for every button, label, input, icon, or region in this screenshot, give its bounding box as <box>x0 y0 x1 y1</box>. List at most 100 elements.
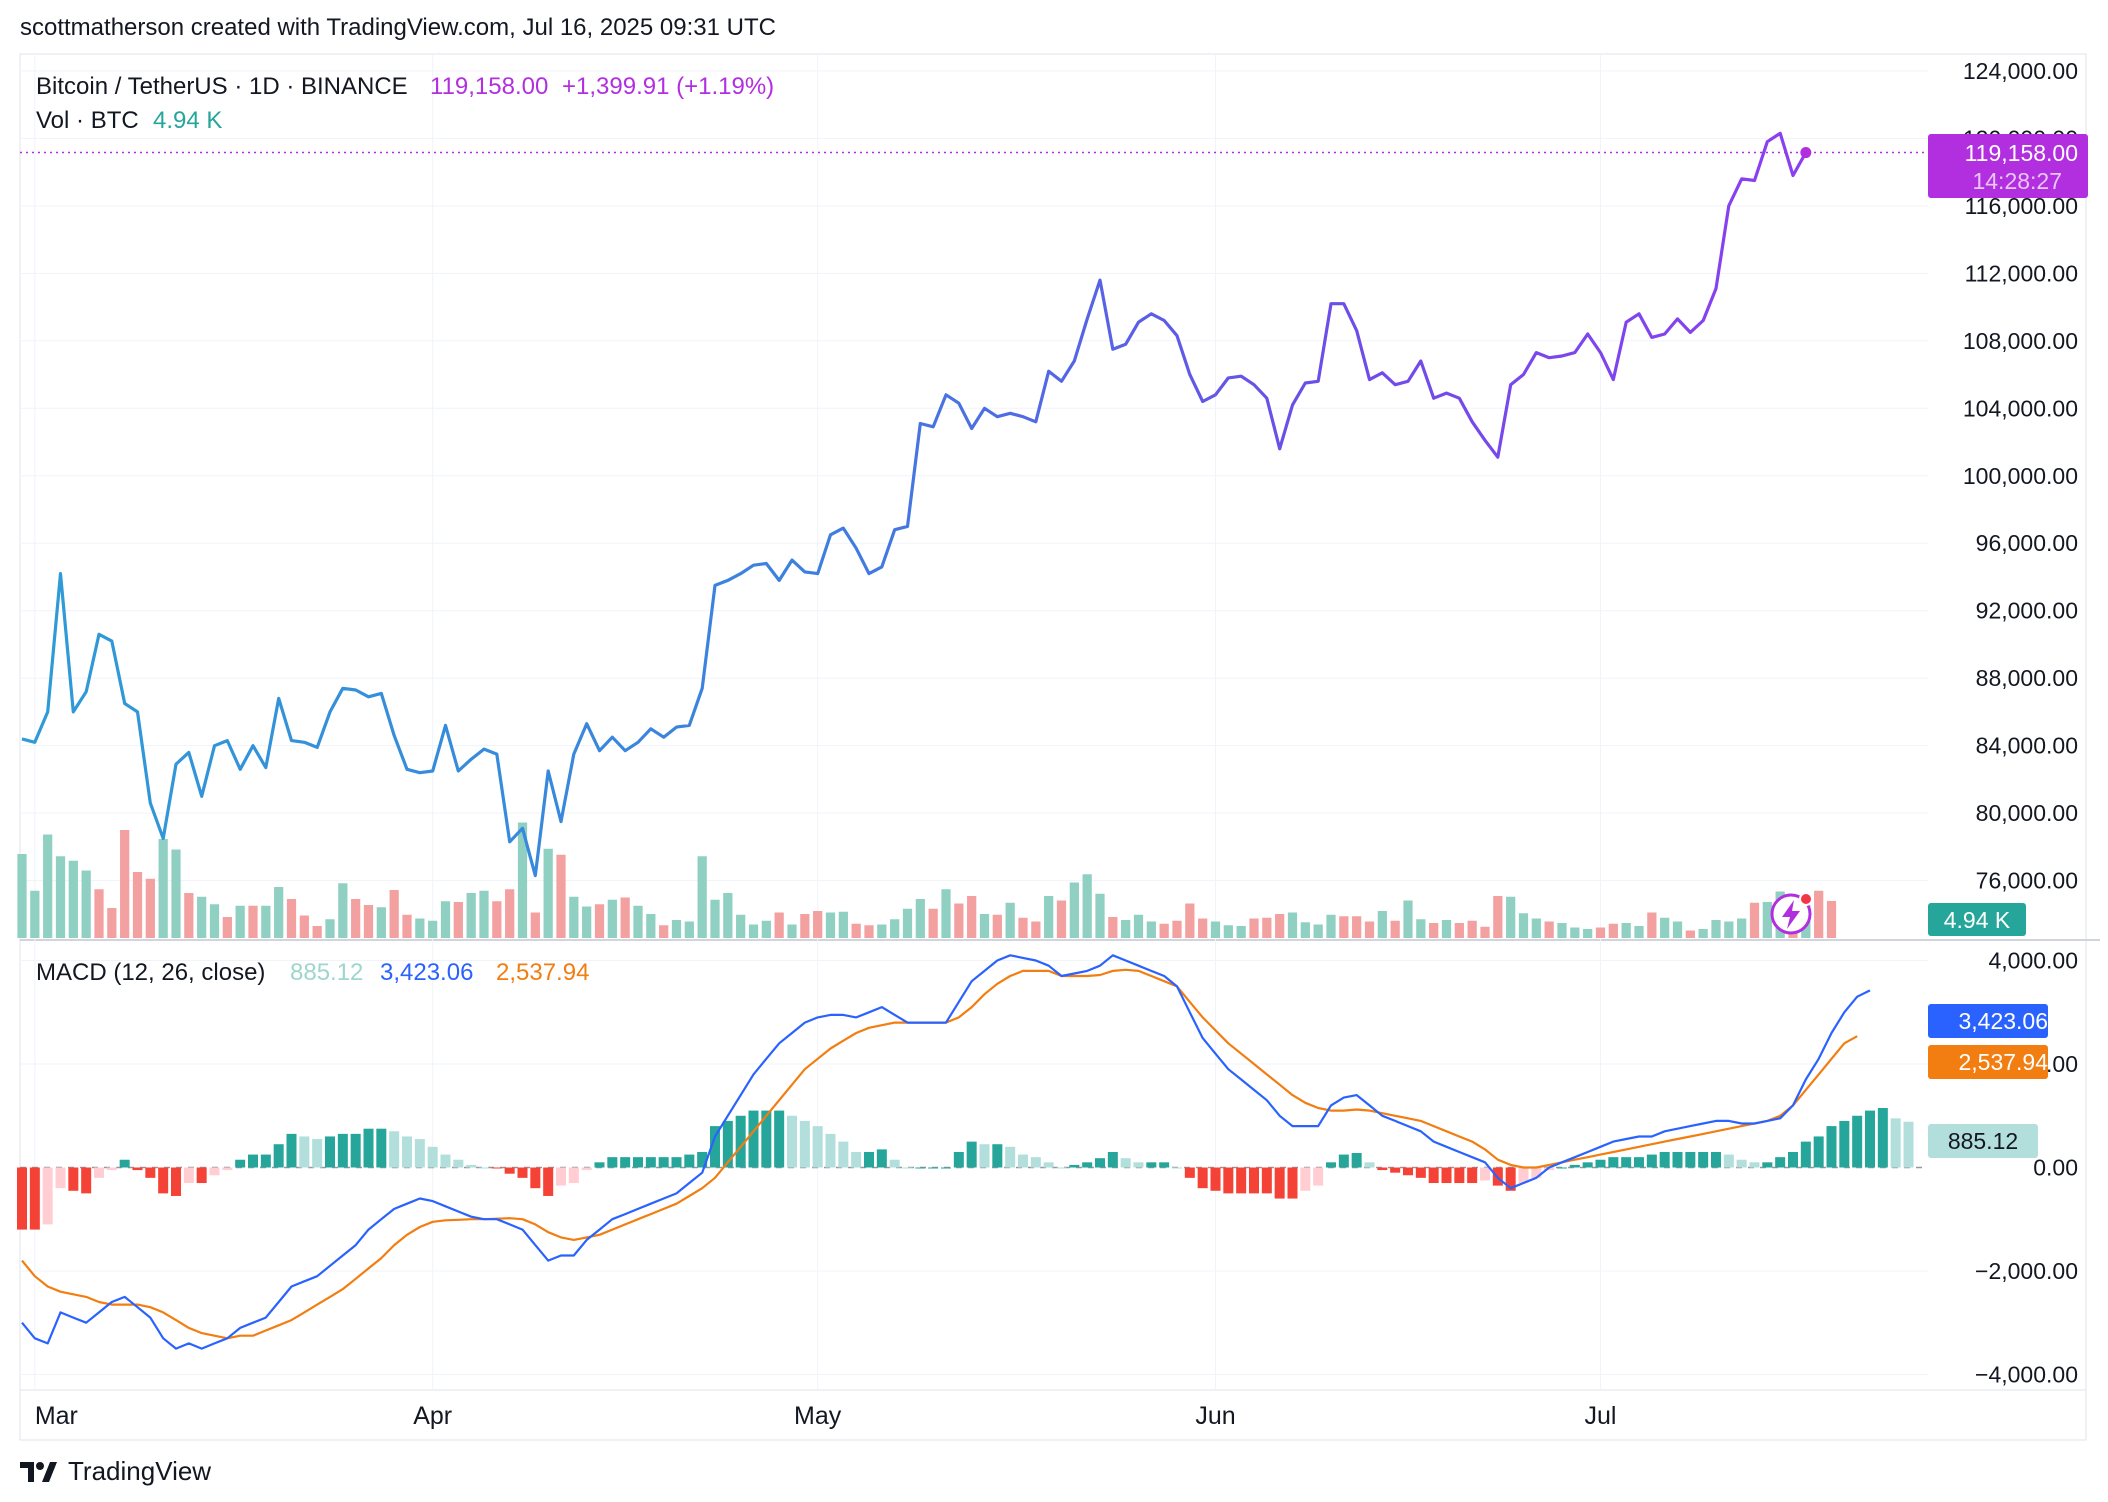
macd-histogram-bar <box>684 1154 695 1168</box>
price-tick-label: 76,000.00 <box>1976 868 2078 894</box>
time-tick-label: Jun <box>1195 1402 1235 1430</box>
macd-histogram-bar <box>427 1146 438 1168</box>
legend-symbol[interactable]: Bitcoin / TetherUS · 1D · BINANCE <box>36 73 408 100</box>
volume-bar <box>1159 923 1169 938</box>
volume-bar <box>659 925 669 938</box>
volume-bar <box>1506 896 1516 938</box>
legend-volume-label[interactable]: Vol · BTC <box>36 107 139 134</box>
volume-bars <box>17 822 1837 938</box>
macd-legend[interactable]: MACD (12, 26, close) 885.12 3,423.06 2,5… <box>36 959 589 986</box>
volume-bar <box>235 905 245 938</box>
price-tick-label: 124,000.00 <box>1963 58 2078 84</box>
volume-bar <box>1634 926 1644 938</box>
volume-bar <box>1711 920 1721 938</box>
volume-bar <box>505 889 515 938</box>
volume-bar <box>1518 913 1529 938</box>
lightning-icon[interactable] <box>1770 892 1813 935</box>
price-tick-label: 112,000.00 <box>1965 260 2078 286</box>
macd-histogram-bar <box>491 1167 502 1169</box>
volume-bar <box>992 914 1002 938</box>
macd-histogram-bar <box>1787 1151 1799 1168</box>
macd-histogram-bar <box>1633 1157 1645 1168</box>
volume-bar <box>274 887 284 938</box>
legend-volume-value: 4.94 K <box>153 107 222 134</box>
macd-histogram-bar <box>748 1110 759 1168</box>
macd-histogram-bar <box>992 1144 1003 1168</box>
macd-histogram-bar <box>979 1144 990 1168</box>
time-tick-label: Jul <box>1585 1402 1617 1430</box>
macd-histogram-bar <box>1877 1107 1888 1168</box>
volume-bar <box>530 912 540 938</box>
macd-histogram-bar <box>1864 1110 1876 1168</box>
legend-macd-label[interactable]: MACD (12, 26, close) <box>36 959 265 986</box>
tradingview-logo[interactable]: TradingView <box>20 1456 211 1487</box>
volume-bar <box>569 896 579 938</box>
macd-histogram-bar <box>568 1167 579 1184</box>
volume-bar <box>1441 920 1452 938</box>
macd-histogram-bar <box>607 1157 618 1168</box>
macd-histogram-bar <box>1621 1157 1632 1168</box>
volume-bar <box>1031 921 1041 938</box>
legend-change: +1,399.91 (+1.19%) <box>562 73 774 100</box>
volume-bar <box>800 914 810 938</box>
macd-histogram-bar <box>543 1167 554 1196</box>
macd-histogram-bar <box>1608 1157 1619 1168</box>
volume-bar <box>1044 896 1054 938</box>
macd-histogram-bar <box>1236 1167 1247 1194</box>
volume-bar <box>1544 921 1554 938</box>
macd-histogram-bar <box>1107 1151 1118 1168</box>
macd-histogram-bar <box>286 1133 297 1168</box>
macd-histogram-bar <box>851 1151 862 1168</box>
volume-bar <box>248 905 258 938</box>
macd-histogram-bar <box>1197 1167 1208 1189</box>
macd-histogram-bar <box>1030 1157 1041 1168</box>
macd-histogram-bar <box>838 1141 849 1168</box>
macd-histogram-bar <box>106 1167 117 1171</box>
macd-histogram-bar <box>93 1167 105 1178</box>
time-tick-label: May <box>794 1402 842 1430</box>
price-legend[interactable]: Bitcoin / TetherUS · 1D · BINANCE 119,15… <box>36 73 774 134</box>
volume-bar <box>556 854 566 938</box>
legend-macd-signal: 2,537.94 <box>496 959 589 986</box>
macd-histogram-bar <box>1248 1167 1260 1194</box>
volume-bar <box>1454 923 1464 938</box>
macd-histogram-bar <box>735 1115 746 1168</box>
macd-histogram-bar <box>312 1139 323 1168</box>
volume-bar <box>184 893 194 938</box>
volume-bar <box>1621 923 1631 938</box>
macd-histogram-bar <box>363 1128 374 1168</box>
volume-bar <box>928 908 938 938</box>
volume-bar <box>813 911 823 938</box>
volume-bar <box>1326 914 1336 938</box>
macd-histogram-bar <box>1659 1151 1670 1168</box>
macd-histogram-bar <box>1890 1118 1901 1168</box>
macd-histogram-bar <box>966 1141 977 1168</box>
macd-histogram-bar <box>517 1167 528 1178</box>
price-badge-countdown: 14:28:27 <box>1972 168 2062 194</box>
macd-histogram-bar <box>504 1167 515 1174</box>
macd-histogram-bar <box>132 1167 143 1171</box>
volume-bar <box>979 914 990 938</box>
time-axis[interactable]: Mar Apr May Jun Jul <box>35 1402 1617 1430</box>
macd-hist-badge: 885.12 <box>1928 1124 2038 1158</box>
volume-bar <box>1480 926 1490 938</box>
volume-bar <box>723 893 733 938</box>
macd-histogram-bar <box>1531 1167 1542 1178</box>
macd-histogram-bar <box>1826 1126 1837 1168</box>
macd-histogram-bar <box>414 1139 425 1168</box>
macd-histogram-bar <box>55 1167 66 1189</box>
volume-bar <box>1762 902 1772 938</box>
volume-bar <box>1531 918 1541 938</box>
macd-histogram-bar <box>16 1167 28 1230</box>
volume-bar <box>81 870 91 938</box>
volume-bar <box>1210 921 1221 938</box>
macd-histogram-bar <box>1467 1167 1478 1184</box>
volume-bar <box>1749 902 1760 938</box>
macd-histogram-bar <box>376 1128 387 1168</box>
macd-histogram-bar <box>889 1159 900 1168</box>
macd-histogram-bar <box>1069 1164 1080 1168</box>
macd-histogram-bar <box>953 1151 964 1168</box>
macd-histogram-bar <box>145 1167 156 1178</box>
volume-bar <box>825 912 836 938</box>
